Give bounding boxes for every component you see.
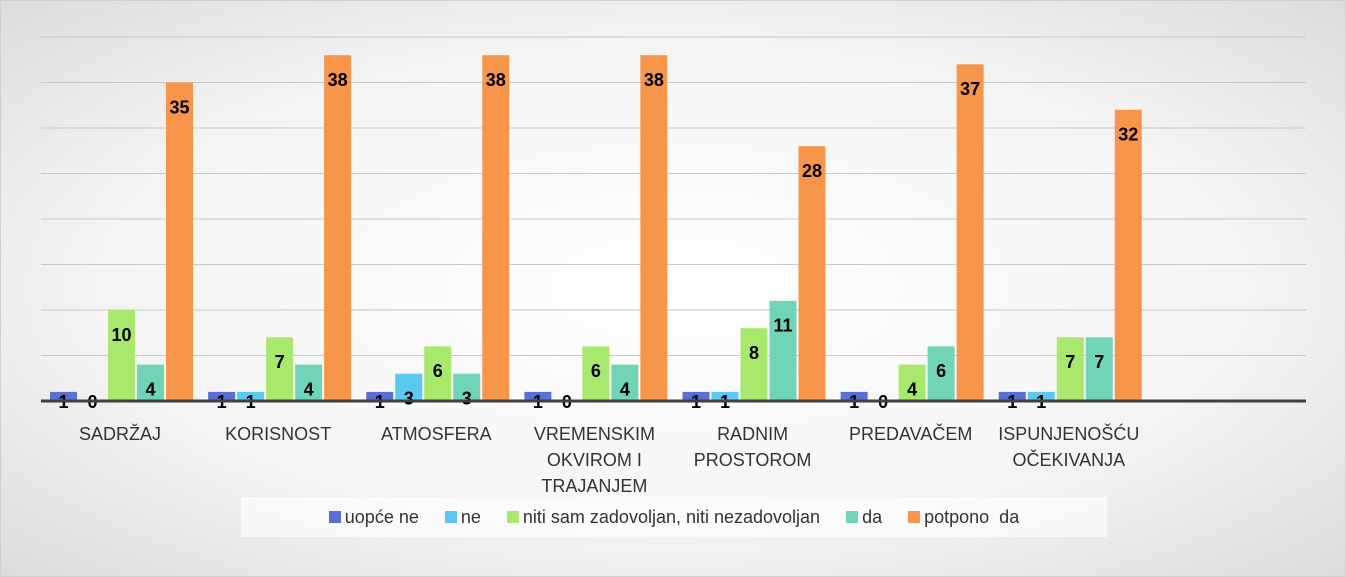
data-label: 38 (644, 70, 664, 90)
legend-item: da (846, 507, 882, 528)
bar (366, 391, 394, 401)
bar (611, 364, 639, 401)
legend-item: potpono da (908, 507, 1019, 528)
bar (640, 55, 668, 401)
legend-label: uopće ne (344, 506, 419, 527)
legend-swatch (908, 511, 921, 523)
data-label: 38 (328, 70, 348, 90)
legend-label: da (862, 506, 883, 527)
legend: uopće ne ne niti sam zadovoljan, niti neza… (241, 497, 1107, 537)
data-label: 7 (275, 352, 285, 372)
bar (769, 300, 797, 401)
data-label: 37 (960, 79, 980, 99)
bar (137, 364, 164, 401)
data-label: 7 (1094, 352, 1104, 372)
bar (453, 373, 481, 401)
legend-label: ne (460, 506, 481, 527)
bar (482, 55, 510, 401)
data-label: 3 (462, 388, 472, 408)
data-label: 6 (591, 361, 601, 381)
data-label: 28 (802, 161, 822, 181)
bar (898, 364, 926, 401)
bar (1114, 109, 1142, 402)
data-label: 35 (169, 97, 189, 117)
bar (395, 373, 423, 401)
data-label: 7 (1065, 352, 1075, 372)
data-label: 10 (111, 325, 131, 345)
legend-item: uopće ne (328, 506, 419, 528)
x-tick-label: PREDAVAČEM (849, 424, 973, 444)
legend-label: niti sam zadovoljan, niti nezadovoljan (522, 506, 821, 527)
legend-swatch (506, 511, 519, 523)
legend-swatch (846, 511, 859, 523)
legend-item: niti sam zadovoljan, niti nezadovoljan (506, 506, 821, 528)
data-label: 8 (749, 343, 759, 363)
legend-swatch (444, 511, 457, 523)
bar (166, 82, 193, 401)
bar (295, 364, 323, 401)
bar (740, 328, 768, 401)
bar (1056, 337, 1084, 401)
bar (582, 346, 610, 401)
data-label: 4 (620, 379, 630, 399)
bar (108, 310, 135, 401)
bar (1085, 337, 1113, 401)
bar (50, 391, 77, 401)
data-label: 38 (486, 70, 506, 90)
x-tick-label: KORISNOST (225, 424, 332, 444)
bar (798, 146, 826, 401)
data-label: 4 (145, 379, 155, 399)
bar (266, 337, 294, 401)
x-tick-label: ATMOSFERA (380, 424, 492, 444)
data-label: 3 (404, 388, 414, 408)
data-label: 4 (907, 379, 917, 399)
legend-label: potpono da (924, 506, 1020, 527)
data-label: 32 (1118, 125, 1138, 145)
data-label: 6 (433, 361, 443, 381)
bar (208, 391, 236, 401)
bar (324, 55, 352, 401)
bar (1027, 391, 1055, 401)
bar (956, 64, 984, 402)
bar (524, 391, 552, 401)
x-tick-label: SADRŽAJ (79, 424, 162, 444)
bar (998, 391, 1026, 401)
bar (840, 391, 868, 401)
x-tick-label: RADNIM PROSTOROM (693, 424, 812, 470)
legend-item: ne (444, 506, 481, 528)
bar (682, 391, 710, 401)
x-tick-label: VREMENSKIM OKVIROM I TRAJANJEM (533, 424, 655, 496)
bar (237, 391, 265, 401)
data-label: 6 (936, 361, 946, 381)
data-label: 4 (304, 379, 314, 399)
bar (711, 391, 739, 401)
data-label: 11 (773, 316, 792, 336)
bar (424, 346, 452, 401)
bar (927, 346, 955, 401)
legend-swatch (328, 511, 341, 523)
x-tick-label: ISPUNJENOŠĆU OČEKIVANJA (998, 424, 1140, 470)
